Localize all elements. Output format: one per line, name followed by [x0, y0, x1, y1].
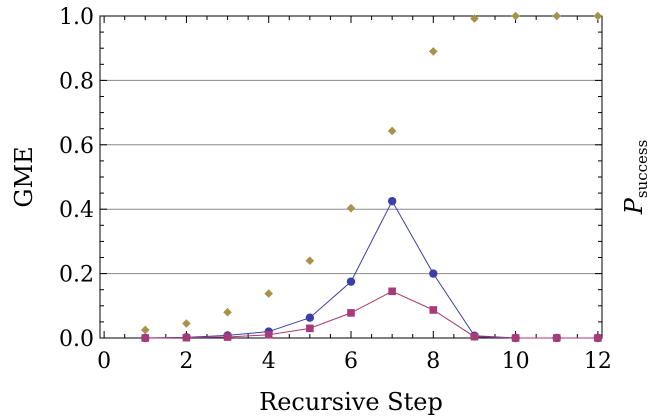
- series-3-point-4: [264, 289, 274, 298]
- series-1-line: [145, 200, 598, 339]
- series-3-point-1: [140, 325, 150, 335]
- series-2-point-5: [306, 324, 314, 333]
- right-axis-label-main: P: [620, 197, 648, 215]
- series-3-point-10: [511, 11, 520, 21]
- y-tick-label-0: 0.0: [59, 327, 94, 352]
- tick-labels: 0 2 4 6 8 10 12 0.0 0.2 0.4 0.6 0.8 1.0: [59, 5, 612, 374]
- series-2-point-2: [182, 333, 191, 342]
- y-axis-label: GME: [10, 146, 38, 207]
- series-1-point-7: [387, 196, 397, 206]
- plot-frame: [99, 15, 603, 339]
- series-2-line: [145, 290, 598, 339]
- series-2-point-1: [141, 334, 150, 342]
- gridlines: [100, 15, 602, 275]
- y-tick-label-3: 0.6: [59, 134, 94, 159]
- series-2-point-11: [552, 334, 561, 342]
- series-3-point-6: [346, 203, 356, 213]
- series-2-point-8: [429, 306, 438, 314]
- x-tick-label-0: 0: [97, 349, 111, 374]
- x-axis-label: Recursive Step: [259, 388, 443, 416]
- series-1: [141, 196, 603, 343]
- x-tick-label-3: 6: [344, 349, 358, 374]
- y-tick-label-4: 0.8: [59, 69, 94, 94]
- y-tick-label-2: 0.4: [59, 198, 94, 223]
- x-tick-label-5: 10: [502, 349, 530, 374]
- series-3: [140, 11, 603, 335]
- series-3-point-2: [182, 319, 191, 328]
- right-axis-label-subscript: success: [633, 140, 651, 198]
- axis-ticks: [100, 15, 602, 339]
- series-2: [141, 287, 602, 342]
- x-tick-label-6: 12: [584, 349, 612, 374]
- series-2-point-10: [511, 334, 520, 342]
- series-1-point-6: [346, 277, 356, 286]
- series-3-point-5: [305, 256, 315, 266]
- y-tick-label-5: 1.0: [59, 5, 94, 30]
- series-3-point-8: [428, 47, 438, 56]
- series-2-point-4: [264, 330, 273, 339]
- series-3-point-7: [387, 126, 397, 136]
- series-1-point-8: [429, 269, 438, 278]
- series-2-point-6: [347, 309, 355, 317]
- x-tick-label-1: 2: [179, 349, 193, 374]
- series-3-point-12: [593, 11, 603, 21]
- x-tick-label-4: 8: [426, 349, 440, 374]
- data-series: [140, 11, 603, 343]
- plot-border: [99, 15, 603, 339]
- series-3-point-9: [470, 14, 479, 23]
- right-axis-label: Psuccess: [620, 140, 651, 216]
- x-tick-label-2: 4: [262, 349, 276, 374]
- series-2-point-3: [223, 333, 232, 341]
- series-3-point-3: [223, 307, 232, 317]
- series-3-point-11: [552, 11, 562, 21]
- series-2-point-9: [470, 332, 479, 341]
- series-1-point-5: [305, 313, 315, 322]
- series-2-point-12: [594, 334, 602, 342]
- series-2-point-7: [388, 287, 396, 296]
- y-tick-label-1: 0.2: [59, 263, 94, 288]
